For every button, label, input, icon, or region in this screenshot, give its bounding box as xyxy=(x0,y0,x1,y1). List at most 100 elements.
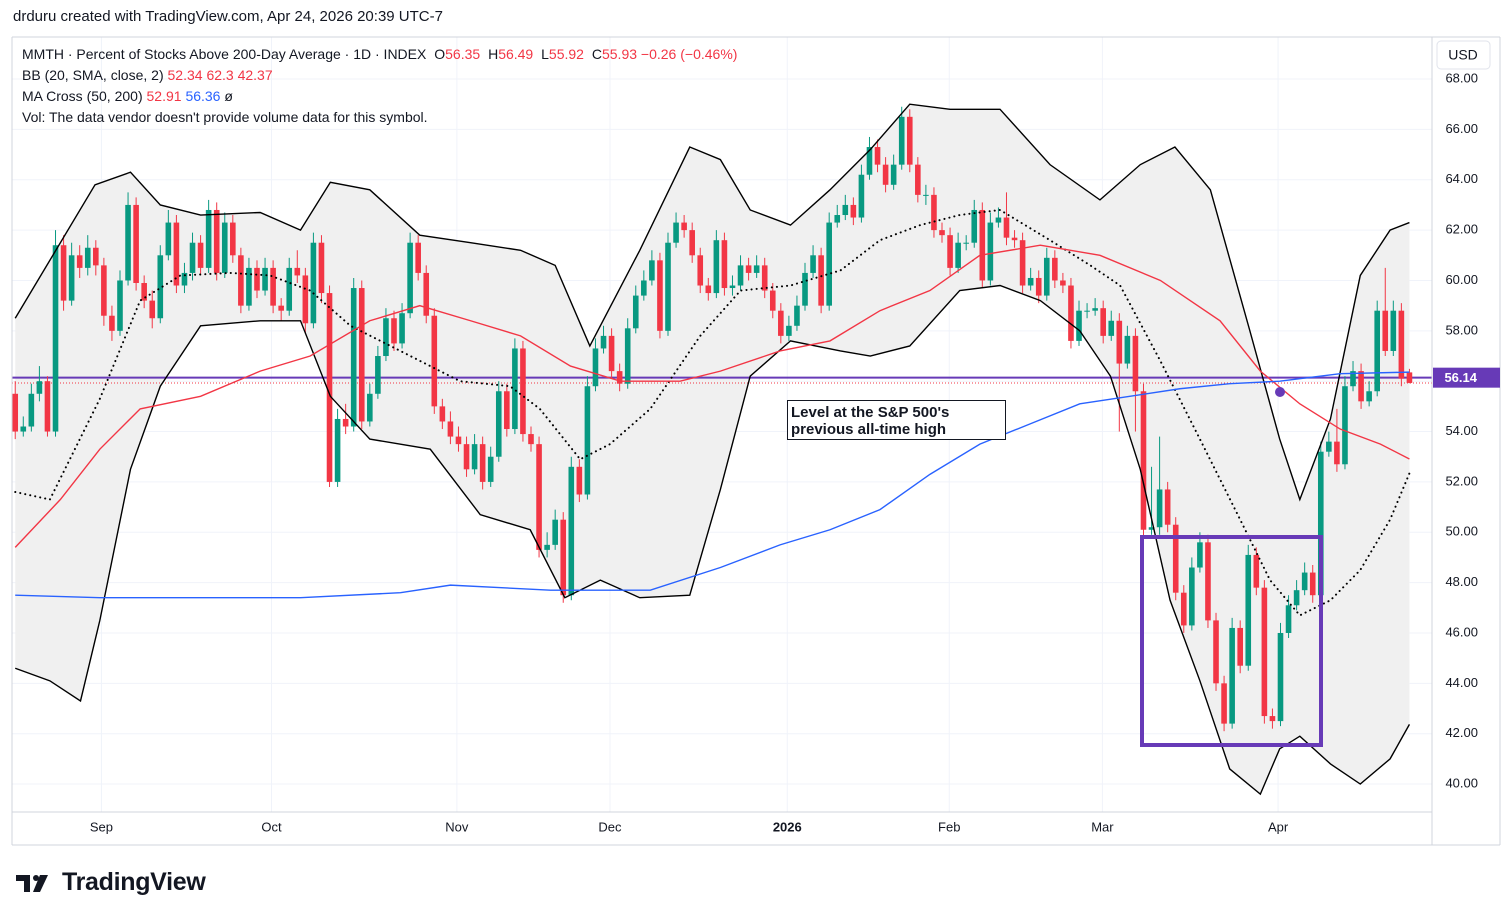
candle-body xyxy=(36,381,43,394)
candle-body xyxy=(133,204,139,283)
candle-body xyxy=(1382,310,1389,351)
candle-body xyxy=(181,272,188,286)
candle-body xyxy=(1374,310,1380,392)
candle-body xyxy=(415,242,421,273)
logo: TradingView xyxy=(62,868,206,896)
candle-body xyxy=(1406,372,1413,383)
candle-body xyxy=(1293,590,1300,606)
candle-body xyxy=(1003,217,1010,238)
x-tick-label: 2026 xyxy=(773,819,802,834)
candle-body xyxy=(584,386,591,495)
legend-row: MA Cross (50, 200) 52.91 56.36 ø xyxy=(22,86,737,107)
candle-body xyxy=(12,393,19,432)
axis-labels: 40.00 42.00 44.00 46.00 48.00 50.00 52.00 54.00… xyxy=(90,70,1500,834)
candle-body xyxy=(149,300,156,319)
currency-button[interactable] xyxy=(1436,40,1491,70)
indicator-value: 52.34 xyxy=(167,67,203,83)
candle-body xyxy=(745,265,752,273)
candle-body xyxy=(1116,320,1123,364)
candle-body xyxy=(1156,489,1163,528)
candle-body xyxy=(697,255,704,286)
candle-body xyxy=(60,245,67,301)
indicator-line xyxy=(14,244,1410,548)
candle-body xyxy=(117,280,123,331)
candle-body xyxy=(1172,524,1179,593)
y-tick-label: 62.00 xyxy=(1445,222,1478,237)
candle-body xyxy=(28,393,35,427)
candle-body xyxy=(294,267,301,276)
y-tick-label: 46.00 xyxy=(1445,624,1478,639)
y-tick-label: 50.00 xyxy=(1445,524,1478,539)
currency[interactable]: USD xyxy=(1448,47,1478,63)
candle-body xyxy=(657,260,663,331)
candle-body xyxy=(1197,542,1203,568)
y-tick-label: 40.00 xyxy=(1445,775,1478,790)
candle-body xyxy=(1366,391,1372,402)
x-tick-label: Mar xyxy=(1091,819,1114,834)
candle-body xyxy=(1309,572,1316,596)
candle-body xyxy=(810,255,816,273)
candle-body xyxy=(1277,632,1284,722)
candle-body xyxy=(221,222,228,273)
candle-body xyxy=(375,356,381,394)
ohlc-label: L xyxy=(541,46,549,62)
candle-body xyxy=(93,247,99,266)
y-tick-label: 42.00 xyxy=(1445,725,1478,740)
change: −0.26 (−0.46%) xyxy=(640,46,738,62)
candle-body xyxy=(995,217,1002,223)
legend-row: MMTH · Percent of Stocks Above 200-Day A… xyxy=(22,44,737,65)
candle-body xyxy=(318,242,325,294)
candle-body xyxy=(1253,554,1260,588)
candle-body xyxy=(778,310,784,336)
candle-body xyxy=(600,335,607,349)
candle-body xyxy=(1358,371,1364,402)
candle-body xyxy=(874,147,881,165)
ohlc-value: 55.92 xyxy=(548,46,584,62)
ohlc-label: O xyxy=(434,46,446,62)
candle-body xyxy=(1261,587,1268,717)
cross-marker xyxy=(1275,387,1285,397)
candle-body xyxy=(794,305,800,326)
candle-body xyxy=(1060,280,1066,286)
y-tick-label: 64.00 xyxy=(1445,171,1478,186)
candle-body xyxy=(1068,285,1074,341)
candle-body xyxy=(512,348,518,430)
candle-body xyxy=(125,204,131,281)
candle-body xyxy=(753,265,760,273)
candle-body xyxy=(1100,308,1106,336)
candle-body xyxy=(689,230,695,256)
candle-body xyxy=(1148,527,1155,530)
candle-body xyxy=(971,209,978,243)
x-tick-label: Nov xyxy=(445,819,469,834)
candle-body xyxy=(544,544,550,550)
candle-body xyxy=(270,267,276,306)
candle-body xyxy=(1229,627,1235,724)
candle-body xyxy=(528,434,534,445)
y-tick-label: 52.00 xyxy=(1445,473,1478,488)
candle-body xyxy=(850,204,857,218)
candle-body xyxy=(705,285,712,294)
indicator-value: 56.36 xyxy=(185,88,221,104)
indicator-line xyxy=(14,103,1410,502)
candle-body xyxy=(334,418,341,482)
candle-body xyxy=(431,315,438,407)
symbol-title: MMTH · Percent of Stocks Above 200-Day A… xyxy=(22,46,427,62)
indicator-label: MA Cross (50, 200) xyxy=(22,88,143,104)
candle-body xyxy=(358,288,365,422)
candle-body xyxy=(898,116,905,165)
candle-body xyxy=(1043,257,1050,296)
y-tick-label: 66.00 xyxy=(1445,121,1478,136)
candle-body xyxy=(826,222,832,306)
ohlc-label: H xyxy=(488,46,499,62)
candle-body xyxy=(254,267,260,291)
candle-body xyxy=(947,235,953,268)
band-fill xyxy=(15,104,1410,795)
candle-body xyxy=(890,164,897,185)
candle-body xyxy=(641,280,647,296)
indicator-value: 52.91 xyxy=(146,88,182,104)
candle-body xyxy=(1326,441,1332,452)
y-tick-label: 54.00 xyxy=(1445,423,1478,438)
candle-body xyxy=(560,519,567,596)
candle-body xyxy=(769,290,776,311)
